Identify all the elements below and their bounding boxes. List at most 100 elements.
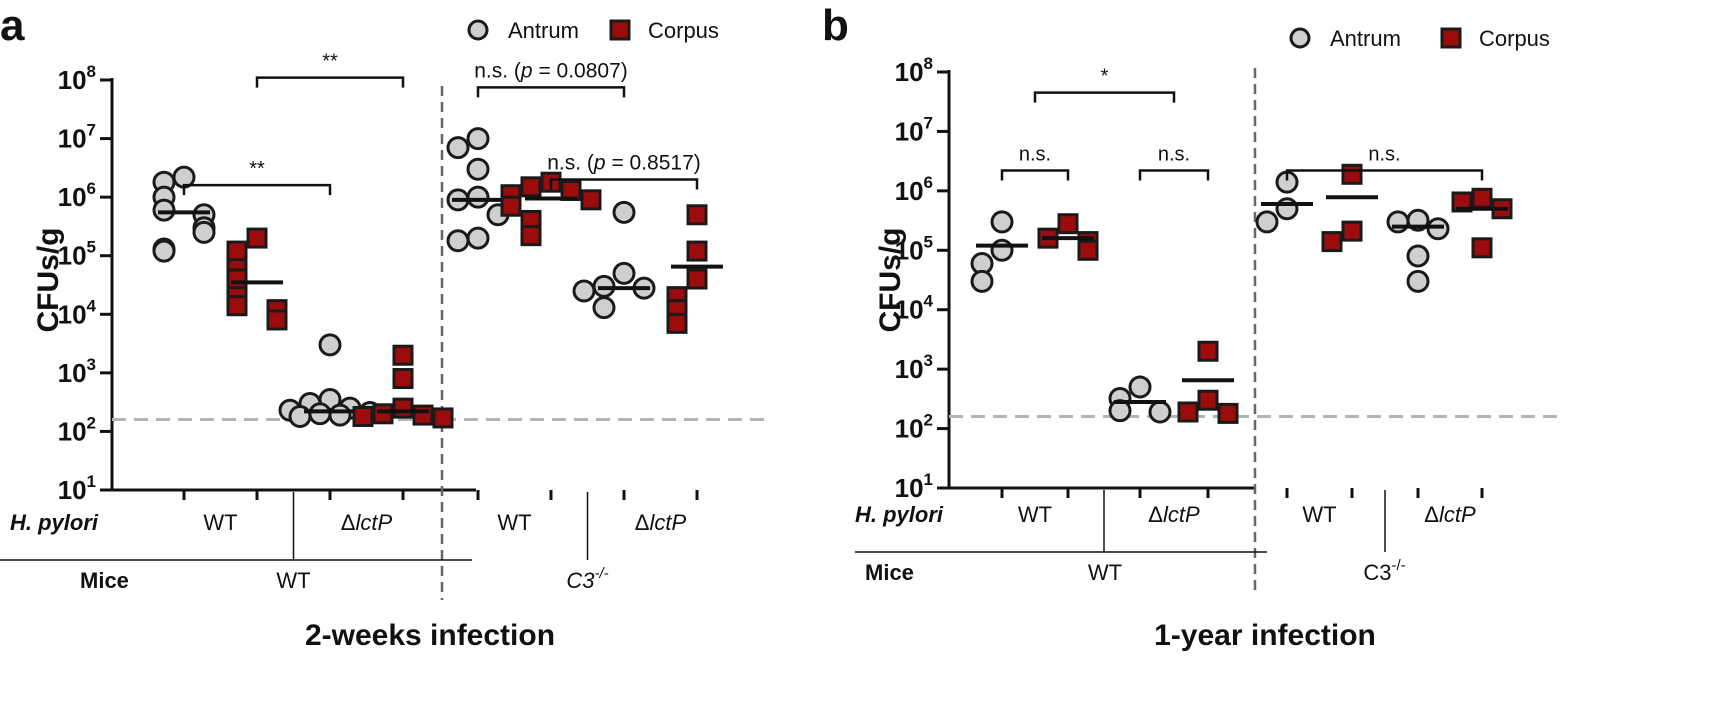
- significance-bracket: [549, 178, 699, 190]
- strain-name: WT: [1018, 502, 1052, 527]
- data-point-antrum: [1426, 217, 1450, 241]
- mice-label: WT: [1088, 560, 1122, 585]
- y-tick-base: 10: [895, 235, 924, 265]
- data-point-antrum: [1275, 197, 1299, 221]
- data-point-antrum: [612, 200, 636, 224]
- y-axis-label: CFUs/g: [32, 228, 65, 333]
- panel-letter: a: [0, 1, 25, 50]
- strain-label: WT: [1018, 502, 1052, 527]
- y-tick-label: 102: [895, 411, 933, 444]
- data-point-corpus: [372, 403, 394, 425]
- strain-name: lctP: [1439, 502, 1476, 527]
- y-tick-label: 101: [58, 472, 96, 505]
- data-point-corpus: [686, 268, 708, 290]
- row-label-strain: H. pylori: [855, 502, 944, 527]
- data-point-corpus: [246, 227, 268, 249]
- data-point-antrum: [308, 402, 332, 426]
- y-tick-exp: 6: [87, 179, 96, 198]
- strain-name: WT: [1302, 502, 1336, 527]
- y-tick-label: 105: [58, 238, 96, 271]
- data-point-antrum: [990, 210, 1014, 234]
- data-point-antrum: [152, 239, 176, 263]
- data-point-antrum: [318, 333, 342, 357]
- mice-label: WT: [276, 568, 310, 593]
- strain-prefix: Δ: [635, 510, 650, 535]
- y-tick-label: 107: [895, 113, 933, 146]
- data-point-antrum: [1148, 400, 1172, 424]
- data-point-antrum: [466, 157, 490, 181]
- y-tick-label: 106: [58, 179, 96, 212]
- data-point-antrum: [1406, 269, 1430, 293]
- legend-corpus-label: Corpus: [1479, 26, 1550, 51]
- strain-label: ΔlctP: [341, 510, 393, 535]
- y-tick-base: 10: [58, 65, 87, 95]
- data-point-corpus: [1217, 402, 1239, 424]
- y-tick-exp: 8: [924, 54, 933, 73]
- data-point-antrum: [572, 279, 596, 303]
- significance-text: n.s. (: [547, 152, 594, 175]
- data-point-corpus: [226, 240, 248, 262]
- data-point-corpus: [500, 195, 522, 217]
- y-tick-base: 10: [58, 475, 87, 505]
- significance-text: n.s.: [1158, 144, 1190, 166]
- significance-label: n.s. (p = 0.0807): [474, 59, 628, 82]
- data-point-corpus: [1197, 340, 1219, 362]
- data-point-antrum: [1255, 210, 1279, 234]
- strain-name: WT: [497, 510, 531, 535]
- significance-bracket: [476, 86, 626, 98]
- strain-label: WT: [203, 510, 237, 535]
- y-tick-base: 10: [895, 116, 924, 146]
- y-tick-exp: 4: [924, 292, 934, 311]
- mice-name: C3: [566, 568, 595, 593]
- data-point-corpus: [1341, 220, 1363, 242]
- panel-b: b Antrum Corpus101102103104105106107108CFU…: [822, 1, 1558, 652]
- significance-text: n.s.: [1019, 144, 1051, 166]
- data-point-corpus: [686, 240, 708, 262]
- significance-bracket: [182, 183, 332, 196]
- row-label-mice: Mice: [865, 560, 914, 585]
- legend-corpus-label: Corpus: [648, 18, 719, 43]
- legend-corpus-marker: [609, 19, 631, 41]
- significance-bracket: [1138, 169, 1210, 181]
- data-point-antrum: [466, 185, 490, 209]
- data-point-corpus: [226, 295, 248, 317]
- data-point-corpus: [1451, 191, 1473, 213]
- y-tick-exp: 1: [87, 472, 96, 491]
- significance-bracket: [1000, 169, 1070, 181]
- data-point-antrum: [328, 403, 352, 427]
- y-tick-base: 10: [895, 176, 924, 206]
- y-tick-exp: 6: [924, 173, 933, 192]
- data-point-antrum: [152, 198, 176, 222]
- data-point-corpus: [520, 225, 542, 247]
- y-tick-base: 10: [895, 354, 924, 384]
- mice-label: C3-/-: [1363, 557, 1405, 585]
- strain-prefix: Δ: [1424, 502, 1439, 527]
- data-point-antrum: [990, 238, 1014, 262]
- y-tick-exp: 3: [87, 355, 96, 374]
- y-tick-exp: 7: [87, 121, 96, 140]
- y-tick-label: 104: [895, 292, 934, 325]
- row-label-strain: H. pylori: [10, 510, 99, 535]
- strain-name: lctP: [1163, 502, 1200, 527]
- data-point-antrum: [592, 296, 616, 320]
- mice-label: C3-/-: [566, 565, 608, 593]
- data-point-corpus: [1057, 213, 1079, 235]
- y-tick-label: 106: [895, 173, 933, 206]
- strain-label: WT: [497, 510, 531, 535]
- significance-value: = 0.0807): [533, 59, 628, 82]
- y-tick-label: 101: [895, 470, 933, 503]
- y-tick-base: 10: [895, 414, 924, 444]
- y-tick-base: 10: [58, 182, 87, 212]
- legend-antrum-label: Antrum: [508, 18, 579, 43]
- data-point-corpus: [1077, 239, 1099, 261]
- significance-label: n.s.: [1019, 144, 1051, 166]
- data-point-corpus: [392, 397, 414, 419]
- y-tick-base: 10: [58, 358, 87, 388]
- strain-label: WT: [1302, 502, 1336, 527]
- strain-name: lctP: [356, 510, 393, 535]
- data-point-corpus: [520, 176, 542, 198]
- data-point-antrum: [1128, 375, 1152, 399]
- data-point-corpus: [1471, 187, 1493, 209]
- data-point-antrum: [1406, 244, 1430, 268]
